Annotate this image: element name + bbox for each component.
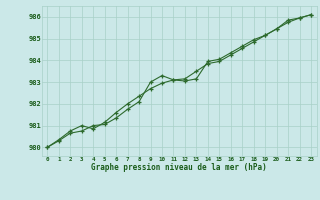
X-axis label: Graphe pression niveau de la mer (hPa): Graphe pression niveau de la mer (hPa)	[91, 163, 267, 172]
